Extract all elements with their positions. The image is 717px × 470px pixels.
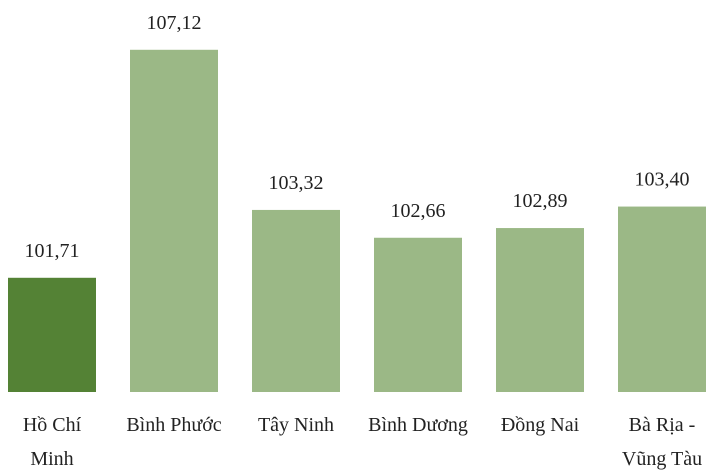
- x-tick-label: Bình Dương: [368, 414, 468, 436]
- bar: [374, 237, 462, 392]
- x-tick-label: Đồng Nai: [500, 414, 580, 436]
- bar: [130, 49, 218, 392]
- value-label: 103,32: [269, 172, 324, 194]
- value-label: 102,66: [391, 200, 446, 222]
- value-label: 103,40: [635, 169, 690, 191]
- x-tick-label: Bà Rịa - Vũng Tàu: [621, 414, 703, 470]
- value-label: 102,89: [513, 190, 568, 212]
- bar: [618, 206, 706, 392]
- bar: [8, 277, 96, 392]
- bar: [496, 228, 584, 392]
- x-tick-label: Bình Phước: [126, 414, 222, 436]
- value-label: 101,71: [25, 240, 80, 262]
- x-tick-label: Tây Ninh: [257, 414, 335, 436]
- value-label: 107,12: [147, 12, 202, 34]
- bar: [252, 209, 340, 392]
- x-tick-label: Hồ Chí Minh: [22, 414, 82, 470]
